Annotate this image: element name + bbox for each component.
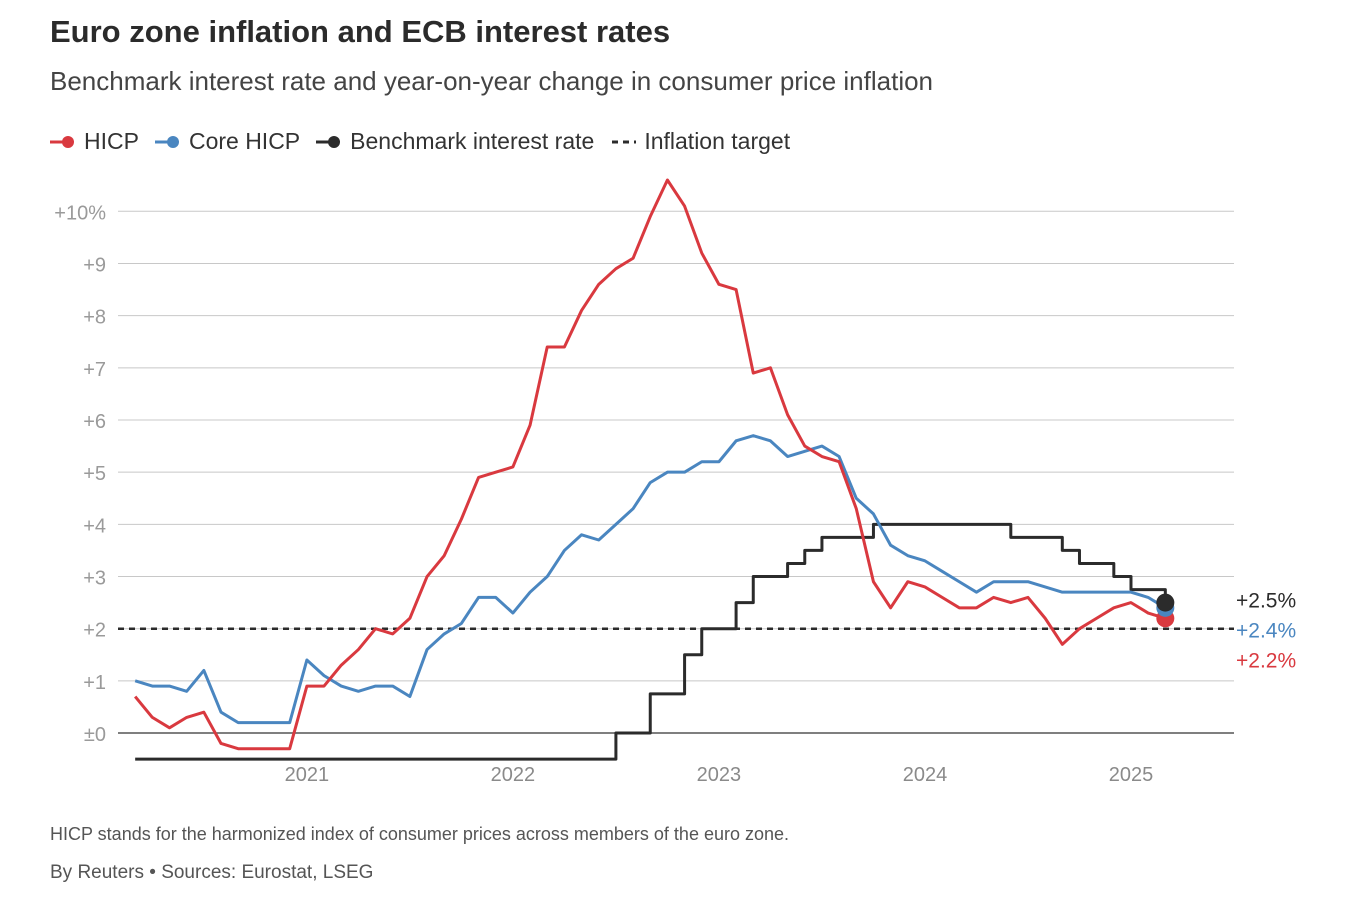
line-chart: ±0 +1 +2 +3 +4 +5 +6 +7 +8 +9 +10% 2021 2022 2023 2024… — [54, 178, 1296, 786]
chart-legend: HICP Core HICP Benchmark interest rate I… — [50, 128, 806, 155]
source-credit: By Reuters • Sources: Eurostat, LSEG — [50, 862, 374, 883]
legend-label-hicp: HICP — [84, 128, 139, 154]
legend-item-core-hicp: Core HICP — [154, 128, 301, 155]
hicp-end-label: +2.2% — [1236, 650, 1296, 673]
core-hicp-end-label: +2.4% — [1236, 620, 1296, 643]
y-tick-label: +4 — [83, 515, 106, 537]
y-tick-label: +10% — [54, 202, 106, 224]
y-tick-label: +6 — [83, 411, 106, 433]
dashed-line-icon — [612, 140, 637, 143]
line-dot-icon — [316, 135, 341, 148]
legend-item-interest-rate: Benchmark interest rate — [316, 128, 594, 155]
legend-label-interest-rate: Benchmark interest rate — [350, 128, 595, 154]
line-dot-icon — [154, 135, 179, 148]
y-tick-label: +1 — [83, 672, 106, 694]
x-tick-label: 2025 — [1109, 764, 1154, 786]
hicp-line — [134, 178, 1166, 751]
y-tick-label: +3 — [83, 568, 106, 590]
legend-label-inflation-target: Inflation target — [644, 128, 791, 154]
x-tick-label: 2022 — [491, 764, 536, 786]
y-tick-label: +7 — [83, 359, 106, 381]
page-title: Euro zone inflation and ECB interest rat… — [50, 14, 671, 49]
y-tick-label: +2 — [83, 620, 106, 642]
benchmark-interest-rate-end-label: +2.5% — [1236, 590, 1296, 613]
x-tick-label: 2023 — [697, 764, 742, 786]
benchmark-interest-rate-end-point — [1156, 593, 1175, 612]
y-tick-label: +9 — [83, 254, 106, 276]
y-tick-label: ±0 — [84, 724, 106, 746]
core-hicp-line — [134, 434, 1167, 725]
y-tick-label: +5 — [83, 463, 106, 485]
x-tick-label: 2021 — [285, 764, 330, 786]
benchmark-interest-rate-line — [135, 522, 1167, 761]
y-tick-label: +8 — [83, 307, 106, 329]
footnote: HICP stands for the harmonized index of … — [50, 824, 790, 844]
legend-item-hicp: HICP — [50, 128, 139, 155]
legend-item-inflation-target: Inflation target — [610, 128, 790, 155]
x-tick-label: 2024 — [903, 764, 948, 786]
page-subtitle: Benchmark interest rate and year-on-year… — [50, 66, 934, 96]
line-dot-icon — [50, 135, 74, 148]
legend-label-core-hicp: Core HICP — [188, 128, 301, 154]
